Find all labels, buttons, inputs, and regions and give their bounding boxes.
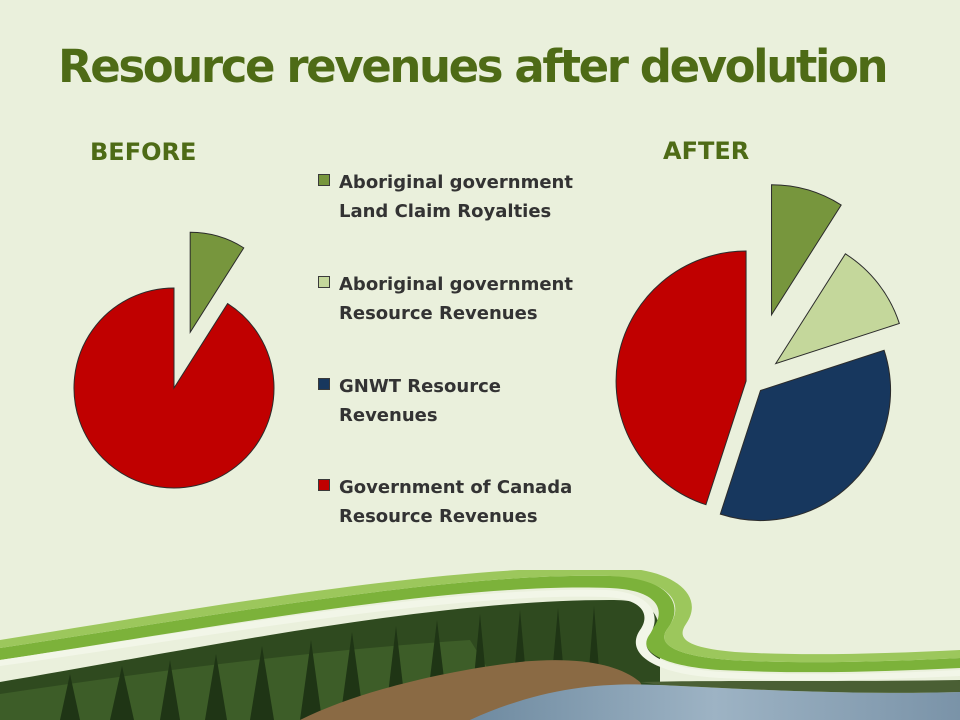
legend-label-aboriginal-resource-revenues: Aboriginal government Resource Revenues: [339, 274, 573, 324]
pie-after-slice-gnwt-resource-revenues: [719, 349, 891, 521]
pie-after-slice-government-of-canada-resource-revenues: [615, 250, 747, 506]
pie-after-slice-aboriginal-government-resource-revenues: [774, 253, 900, 365]
pie-after: [615, 184, 900, 521]
pie-before-slice-aboriginal-government-land-claim-royalties: [189, 231, 245, 335]
legend-label-canada-resource-revenues: Government of Canada Resource Revenues: [339, 477, 573, 527]
landscape-banner: [0, 570, 960, 720]
legend-swatch-canada-resource-revenues: [318, 479, 330, 491]
legend-label-land-claim-royalties: Aboriginal government Land Claim Royalti…: [339, 172, 573, 222]
legend-swatch-aboriginal-resource-revenues: [318, 276, 330, 288]
legend-swatch-land-claim-royalties: [318, 174, 330, 186]
pie-after-title: AFTER: [663, 137, 750, 165]
pie-after-slice-aboriginal-government-land-claim-royalties: [771, 184, 842, 317]
pie-charts: [73, 184, 900, 521]
pie-before-title: BEFORE: [90, 138, 197, 166]
slide-title: Resource revenues after devolution: [58, 40, 889, 93]
green-swoosh: [0, 575, 960, 673]
legend-label-gnwt-resource-revenues: GNWT Resource Revenues: [339, 376, 501, 426]
white-swoosh: [0, 589, 960, 681]
river: [470, 684, 960, 720]
pie-before: [73, 231, 275, 489]
pie-before-slice-government-of-canada-resource-revenues: [73, 287, 275, 489]
legend-swatch-gnwt-resource-revenues: [318, 378, 330, 390]
